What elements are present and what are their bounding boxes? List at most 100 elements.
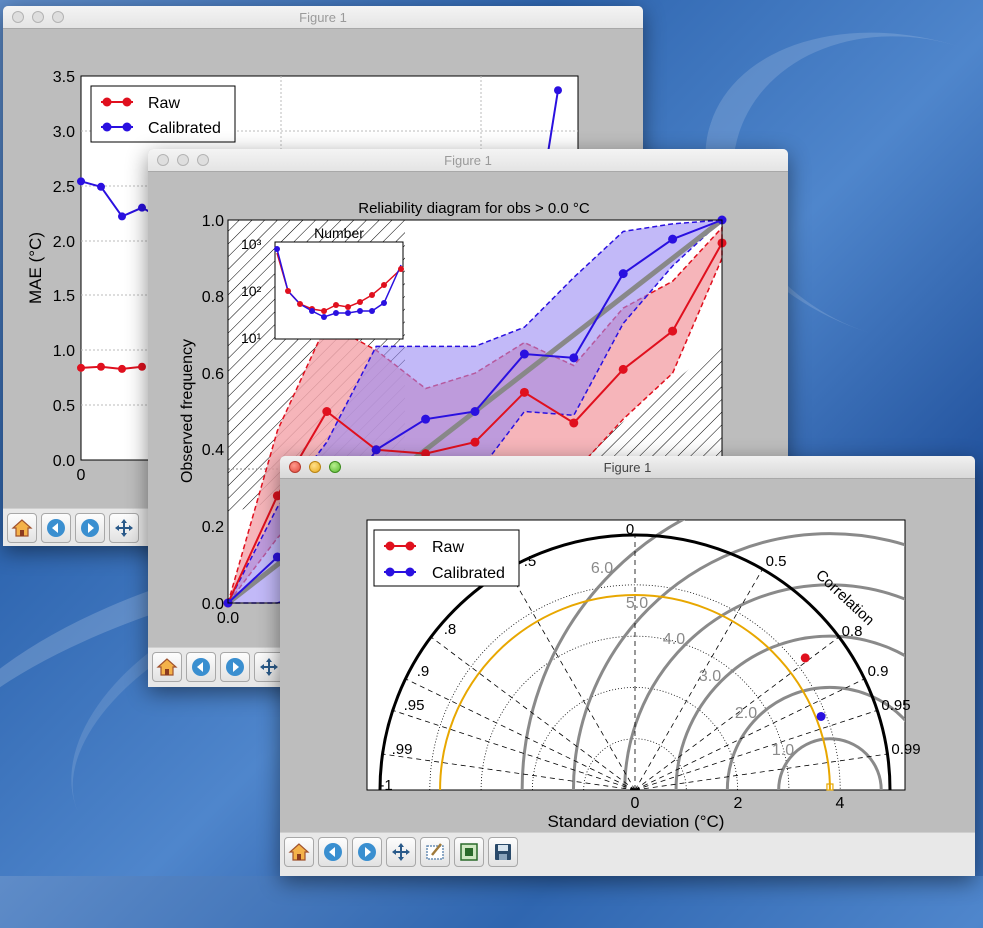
zoom-button[interactable] xyxy=(329,461,341,473)
window-title: Figure 1 xyxy=(299,10,347,25)
window-titlebar[interactable]: Figure 1 xyxy=(3,6,643,29)
correlation-ray xyxy=(634,709,878,790)
raw-point xyxy=(118,364,126,373)
back-arrow-icon xyxy=(192,658,210,676)
x-tick-label: 4 xyxy=(836,795,845,812)
correlation-ray xyxy=(507,568,636,790)
pan-button[interactable] xyxy=(254,652,284,682)
correlation-ray xyxy=(405,678,636,790)
close-button[interactable] xyxy=(289,461,301,473)
x-tick-label: 0 xyxy=(631,795,640,812)
calibrated-line xyxy=(547,90,559,153)
taylor-figure-window[interactable]: Figure 1 0 .5 0.5 .8 0.8 .9 0.9 .95 0.95… xyxy=(280,456,975,876)
subplots-icon xyxy=(460,843,478,861)
inset-tick-label: 10² xyxy=(241,283,262,299)
y-tick-label: 1.5 xyxy=(53,288,75,305)
taylor-grid xyxy=(378,520,905,790)
calibrated-point xyxy=(138,203,146,212)
minimize-button[interactable] xyxy=(177,154,189,166)
calibrated-point xyxy=(668,234,678,244)
legend-calibrated: Calibrated xyxy=(432,565,505,582)
pan-arrows-icon xyxy=(260,658,278,676)
calibrated-point xyxy=(272,552,282,562)
rmse-label: 5.0 xyxy=(626,595,648,612)
rmse-label: 6.0 xyxy=(591,560,613,577)
correlation-ray xyxy=(634,568,763,790)
pan-button[interactable] xyxy=(386,837,416,867)
correlation-tick-label: -1 xyxy=(379,777,392,794)
legend-calibrated: Calibrated xyxy=(148,120,221,137)
legend: Raw Calibrated xyxy=(90,85,236,143)
rmse-label: 2.0 xyxy=(735,705,757,722)
calibrated-point xyxy=(371,445,381,455)
forward-arrow-icon xyxy=(81,519,99,537)
minimize-button[interactable] xyxy=(32,11,44,23)
forward-button[interactable] xyxy=(220,652,250,682)
rmse-contour xyxy=(623,583,905,790)
y-tick-label: 0.5 xyxy=(53,398,75,415)
forward-button[interactable] xyxy=(352,837,382,867)
raw-line xyxy=(80,365,143,370)
rmse-contour xyxy=(520,520,686,790)
reference-std-arc xyxy=(439,594,831,790)
calibrated-point xyxy=(421,414,431,424)
count-inset: Number 10³ 10² 10¹ xyxy=(241,225,404,346)
back-arrow-icon xyxy=(47,519,65,537)
home-icon xyxy=(11,519,33,537)
x-tick-label: 2 xyxy=(734,795,743,812)
home-icon xyxy=(156,658,178,676)
calibrated-point xyxy=(519,349,529,359)
y-tick-label: 0.0 xyxy=(53,453,75,470)
close-button[interactable] xyxy=(12,11,24,23)
taylor-diagram: 0 .5 0.5 .8 0.8 .9 0.9 .95 0.95 .99 0.99… xyxy=(366,519,921,831)
legend-raw: Raw xyxy=(148,95,180,112)
save-button[interactable] xyxy=(488,837,518,867)
calibrated-point xyxy=(554,86,562,95)
correlation-tick-label: .99 xyxy=(392,741,413,758)
back-button[interactable] xyxy=(41,513,71,543)
raw-point xyxy=(272,491,282,501)
window-titlebar[interactable]: Figure 1 xyxy=(280,456,975,479)
y-tick-label: 3.5 xyxy=(53,69,75,86)
back-button[interactable] xyxy=(318,837,348,867)
correlation-tick-label: 0.8 xyxy=(842,623,863,640)
rmse-label: 3.0 xyxy=(699,668,721,685)
window-title: Figure 1 xyxy=(444,153,492,168)
y-tick-label: 0.8 xyxy=(202,289,224,306)
legend: Raw Calibrated xyxy=(373,529,520,587)
correlation-ray xyxy=(634,678,865,790)
zoom-rect-button[interactable] xyxy=(420,837,450,867)
outer-boundary-arc xyxy=(378,533,892,790)
save-disk-icon xyxy=(495,844,511,860)
raw-point xyxy=(800,653,810,663)
std-grid-circle xyxy=(532,687,738,790)
rmse-contour xyxy=(725,685,905,790)
home-button[interactable] xyxy=(7,513,37,543)
correlation-ray xyxy=(634,636,840,790)
y-tick-label: 0.0 xyxy=(202,596,224,613)
close-button[interactable] xyxy=(157,154,169,166)
home-button[interactable] xyxy=(152,652,182,682)
zoom-button[interactable] xyxy=(52,11,64,23)
correlation-tick-label: .5 xyxy=(524,553,537,570)
correlation-tick-label: 0 xyxy=(626,521,634,538)
window-titlebar[interactable]: Figure 1 xyxy=(148,149,788,172)
y-axis-label: Observed frequency xyxy=(179,339,196,483)
minimize-button[interactable] xyxy=(309,461,321,473)
correlation-ray xyxy=(430,636,636,790)
x-tick-label: 0 xyxy=(77,467,86,484)
subplots-button[interactable] xyxy=(454,837,484,867)
forward-button[interactable] xyxy=(75,513,105,543)
y-tick-label: 1.0 xyxy=(202,213,224,230)
zoom-button[interactable] xyxy=(197,154,209,166)
std-grid-circle xyxy=(429,584,841,790)
rmse-label: 1.0 xyxy=(772,742,794,759)
raw-point xyxy=(97,362,105,371)
rmse-contour xyxy=(571,532,905,790)
home-icon xyxy=(288,843,310,861)
zoom-rectangle-icon xyxy=(426,843,444,860)
raw-point xyxy=(519,387,529,397)
home-button[interactable] xyxy=(284,837,314,867)
back-button[interactable] xyxy=(186,652,216,682)
pan-button[interactable] xyxy=(109,513,139,543)
